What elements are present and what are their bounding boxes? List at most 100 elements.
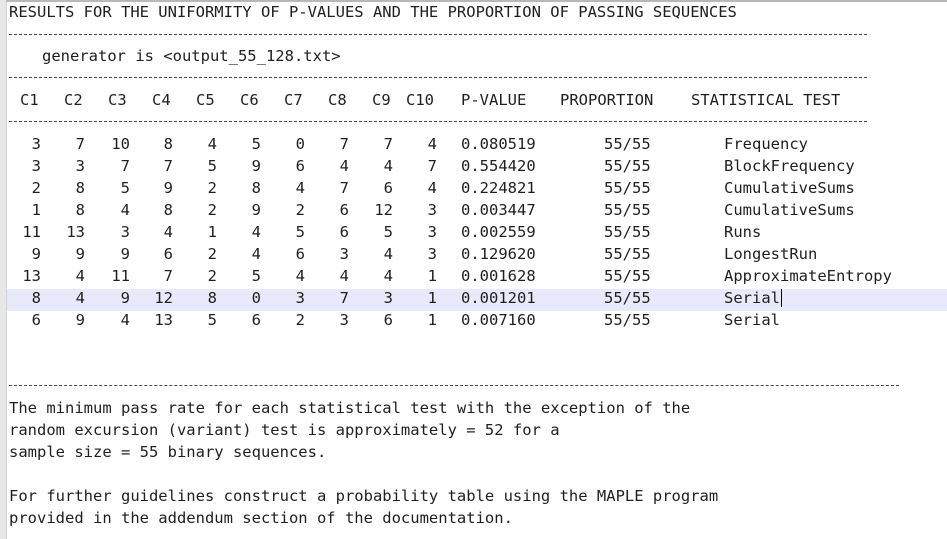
column-header: C7 [284, 91, 303, 109]
proportion-cell: 55/55 [604, 267, 651, 285]
count-cell: 2 [207, 245, 217, 263]
count-cell: 1 [31, 201, 41, 219]
pvalue-cell: 0.001201 [461, 289, 536, 307]
count-cell: 7 [339, 179, 349, 197]
current-line-highlight [7, 289, 947, 311]
count-cell: 2 [207, 179, 217, 197]
column-header: C2 [64, 91, 83, 109]
count-cell: 8 [251, 179, 261, 197]
report-title: RESULTS FOR THE UNIFORMITY OF P-VALUES A… [9, 3, 737, 21]
column-header: C5 [196, 91, 215, 109]
pvalue-cell: 0.007160 [461, 311, 536, 329]
count-cell: 6 [383, 179, 393, 197]
count-cell: 2 [295, 311, 305, 329]
count-cell: 5 [251, 267, 261, 285]
count-cell: 4 [339, 267, 349, 285]
count-cell: 3 [339, 311, 349, 329]
editor-gutter [0, 0, 7, 539]
count-cell: 13 [154, 311, 173, 329]
count-cell: 7 [120, 157, 130, 175]
count-cell: 6 [339, 223, 349, 241]
pvalue-cell: 0.001628 [461, 267, 536, 285]
test-name-cell: CumulativeSums [724, 179, 855, 197]
column-header: PROPORTION [560, 91, 654, 109]
test-name-cell: LongestRun [724, 245, 818, 263]
count-cell: 13 [22, 267, 41, 285]
column-header: C9 [372, 91, 391, 109]
count-cell: 2 [31, 179, 41, 197]
count-cell: 5 [120, 179, 130, 197]
count-cell: 7 [163, 157, 173, 175]
count-cell: 8 [163, 135, 173, 153]
count-cell: 8 [75, 179, 85, 197]
column-header: STATISTICAL TEST [691, 91, 841, 109]
count-cell: 2 [207, 201, 217, 219]
count-cell: 3 [31, 135, 41, 153]
count-cell: 8 [31, 289, 41, 307]
count-cell: 3 [383, 289, 393, 307]
count-cell: 0 [295, 135, 305, 153]
count-cell: 5 [207, 157, 217, 175]
count-cell: 4 [163, 223, 173, 241]
count-cell: 2 [207, 267, 217, 285]
test-name-cell: Serial [724, 289, 780, 307]
count-cell: 4 [75, 289, 85, 307]
note-line: random excursion (variant) test is appro… [9, 421, 560, 439]
column-header: C4 [152, 91, 171, 109]
count-cell: 7 [163, 267, 173, 285]
count-cell: 1 [427, 267, 437, 285]
count-cell: 9 [251, 201, 261, 219]
note-line: sample size = 55 binary sequences. [9, 443, 327, 461]
column-header: C10 [406, 91, 434, 109]
count-cell: 11 [22, 223, 41, 241]
count-cell: 5 [207, 311, 217, 329]
proportion-cell: 55/55 [604, 201, 651, 219]
count-cell: 13 [66, 223, 85, 241]
count-cell: 9 [120, 289, 130, 307]
count-cell: 3 [427, 223, 437, 241]
separator [9, 77, 867, 78]
count-cell: 7 [339, 289, 349, 307]
count-cell: 7 [427, 157, 437, 175]
count-cell: 4 [295, 179, 305, 197]
count-cell: 3 [339, 245, 349, 263]
pvalue-cell: 0.080519 [461, 135, 536, 153]
pvalue-cell: 0.002559 [461, 223, 536, 241]
count-cell: 5 [383, 223, 393, 241]
count-cell: 9 [75, 311, 85, 329]
separator [9, 121, 867, 122]
count-cell: 4 [295, 267, 305, 285]
count-cell: 12 [374, 201, 393, 219]
count-cell: 6 [251, 311, 261, 329]
column-header: C1 [20, 91, 39, 109]
column-header: P-VALUE [461, 91, 527, 109]
separator [9, 34, 867, 35]
test-name-cell: BlockFrequency [724, 157, 855, 175]
proportion-cell: 55/55 [604, 289, 651, 307]
count-cell: 6 [295, 245, 305, 263]
count-cell: 4 [251, 245, 261, 263]
test-name-cell: CumulativeSums [724, 201, 855, 219]
proportion-cell: 55/55 [604, 223, 651, 241]
count-cell: 3 [427, 245, 437, 263]
note-line: provided in the addendum section of the … [9, 509, 513, 527]
count-cell: 3 [120, 223, 130, 241]
count-cell: 3 [75, 157, 85, 175]
count-cell: 4 [339, 157, 349, 175]
test-name-cell: Serial [724, 311, 780, 329]
test-name-cell: Runs [724, 223, 762, 241]
count-cell: 2 [295, 201, 305, 219]
count-cell: 9 [120, 245, 130, 263]
count-cell: 7 [75, 135, 85, 153]
test-name-cell: ApproximateEntropy [724, 267, 892, 285]
count-cell: 9 [75, 245, 85, 263]
count-cell: 4 [383, 157, 393, 175]
count-cell: 6 [295, 157, 305, 175]
count-cell: 4 [427, 135, 437, 153]
note-line: The minimum pass rate for each statistic… [9, 399, 691, 417]
count-cell: 8 [207, 289, 217, 307]
count-cell: 1 [427, 311, 437, 329]
count-cell: 3 [31, 157, 41, 175]
count-cell: 10 [111, 135, 130, 153]
proportion-cell: 55/55 [604, 179, 651, 197]
